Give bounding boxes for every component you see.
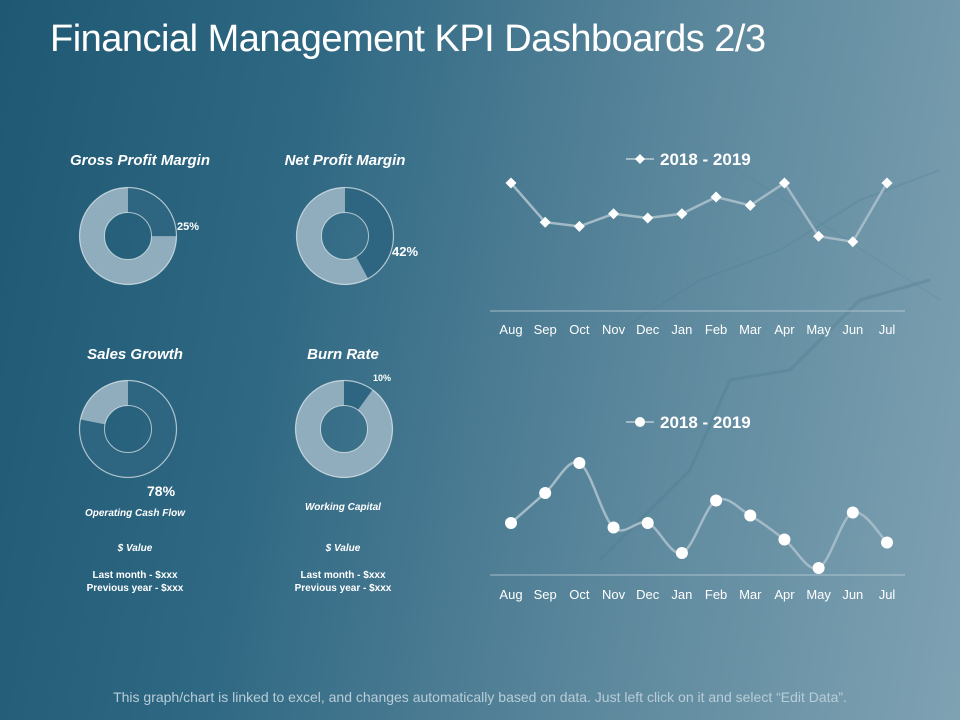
donut-inner-outline [104, 212, 152, 260]
page-title: Financial Management KPI Dashboards 2/3 [50, 18, 766, 60]
donut-value [79, 380, 177, 478]
legend-label: 2018 - 2019 [660, 150, 751, 169]
data-point [641, 517, 654, 529]
kpi-subtitle: Working Capital [305, 502, 381, 513]
data-point [505, 177, 517, 189]
x-tick-label: Jul [879, 587, 896, 602]
data-point [505, 517, 517, 529]
data-point [675, 547, 688, 559]
data-point [881, 177, 893, 189]
kpi-title: Sales Growth [87, 346, 183, 363]
kpi-percent-label: 42% [392, 244, 419, 259]
x-tick-label: Sep [534, 587, 557, 602]
x-tick-label: Mar [739, 322, 762, 337]
x-tick-label: Jul [879, 322, 896, 337]
data-point [744, 199, 756, 211]
legend: 2018 - 2019 [626, 150, 751, 169]
kpi-percent-label: 78% [147, 483, 176, 499]
donut-value [295, 380, 393, 478]
x-tick-label: May [806, 322, 831, 337]
data-point [710, 191, 722, 203]
footer-note: This graph/chart is linked to excel, and… [113, 689, 847, 705]
x-tick-label: Jan [671, 587, 692, 602]
x-tick-label: Dec [636, 322, 660, 337]
x-tick-label: Feb [705, 322, 727, 337]
x-tick-label: Jun [842, 587, 863, 602]
data-point [573, 457, 586, 469]
kpi-previous-year: Previous year - $xxx [86, 583, 184, 594]
series-line [510, 181, 889, 244]
x-tick-label: Aug [499, 587, 522, 602]
kpi-title: Burn Rate [307, 346, 379, 363]
line-chart-bottom: 2018 - 2019 Aug Sep Oct Nov Dec Jan Feb Mar Apr Ma… [490, 413, 905, 602]
x-tick-label: Apr [774, 587, 795, 602]
legend-label: 2018 - 2019 [660, 413, 751, 432]
data-point [846, 506, 859, 519]
data-point [881, 536, 893, 549]
x-tick-label: Oct [569, 587, 590, 602]
donut-inner-outline [104, 405, 152, 453]
kpi-value: $ Value [325, 543, 361, 554]
x-tick-label: Jun [842, 322, 863, 337]
x-tick-label: Sep [534, 322, 557, 337]
line-chart-top: 2018 - 2019 Aug Sep Oct Nov Dec Jan Feb Mar Apr Ma… [490, 150, 905, 337]
kpi-value: $ Value [117, 543, 153, 554]
data-point [539, 216, 551, 228]
x-tick-label: Feb [705, 587, 727, 602]
kpi-last-month: Last month - $xxx [300, 570, 386, 581]
gross-profit-margin-donut [78, 186, 178, 286]
series-line [510, 460, 888, 570]
net-profit-margin-donut [295, 186, 395, 286]
donut-inner-outline [320, 405, 368, 453]
data-point [642, 212, 654, 224]
kpi-percent-label: 10% [373, 373, 392, 383]
legend-marker [635, 417, 645, 427]
data-point [778, 533, 791, 546]
kpi-title: Net Profit Margin [284, 152, 406, 169]
donut-outline [295, 186, 395, 286]
data-point [573, 220, 585, 232]
data-point [608, 208, 620, 220]
data-point [539, 487, 552, 499]
data-point [676, 208, 688, 220]
data-point [812, 562, 825, 574]
x-tick-label: Mar [739, 587, 762, 602]
data-point [744, 509, 757, 522]
data-point [813, 230, 825, 242]
data-point [710, 494, 723, 507]
donut-value [79, 187, 177, 285]
x-tick-label: May [806, 587, 831, 602]
sales-growth-donut [78, 379, 178, 479]
legend-marker [635, 154, 645, 164]
donut-outline [294, 379, 394, 479]
data-point [607, 521, 620, 534]
x-tick-label: Apr [774, 322, 795, 337]
kpi-percent-label: 25% [177, 221, 200, 233]
donut-outline [78, 186, 178, 286]
x-tick-label: Nov [602, 587, 626, 602]
donut-value [296, 187, 394, 285]
x-tick-label: Aug [499, 322, 522, 337]
donut-outline [78, 379, 178, 479]
kpi-previous-year: Previous year - $xxx [294, 583, 392, 594]
x-tick-label: Jan [671, 322, 692, 337]
data-point [778, 177, 790, 189]
data-point [847, 236, 859, 248]
x-tick-label: Nov [602, 322, 626, 337]
burn-rate-donut [294, 379, 394, 479]
x-tick-label: Dec [636, 587, 660, 602]
donut-inner-outline [321, 212, 369, 260]
legend: 2018 - 2019 [626, 413, 751, 432]
kpi-last-month: Last month - $xxx [92, 570, 178, 581]
x-tick-label: Oct [569, 322, 590, 337]
kpi-title: Gross Profit Margin [69, 152, 211, 169]
kpi-subtitle: Operating Cash Flow [84, 508, 185, 519]
